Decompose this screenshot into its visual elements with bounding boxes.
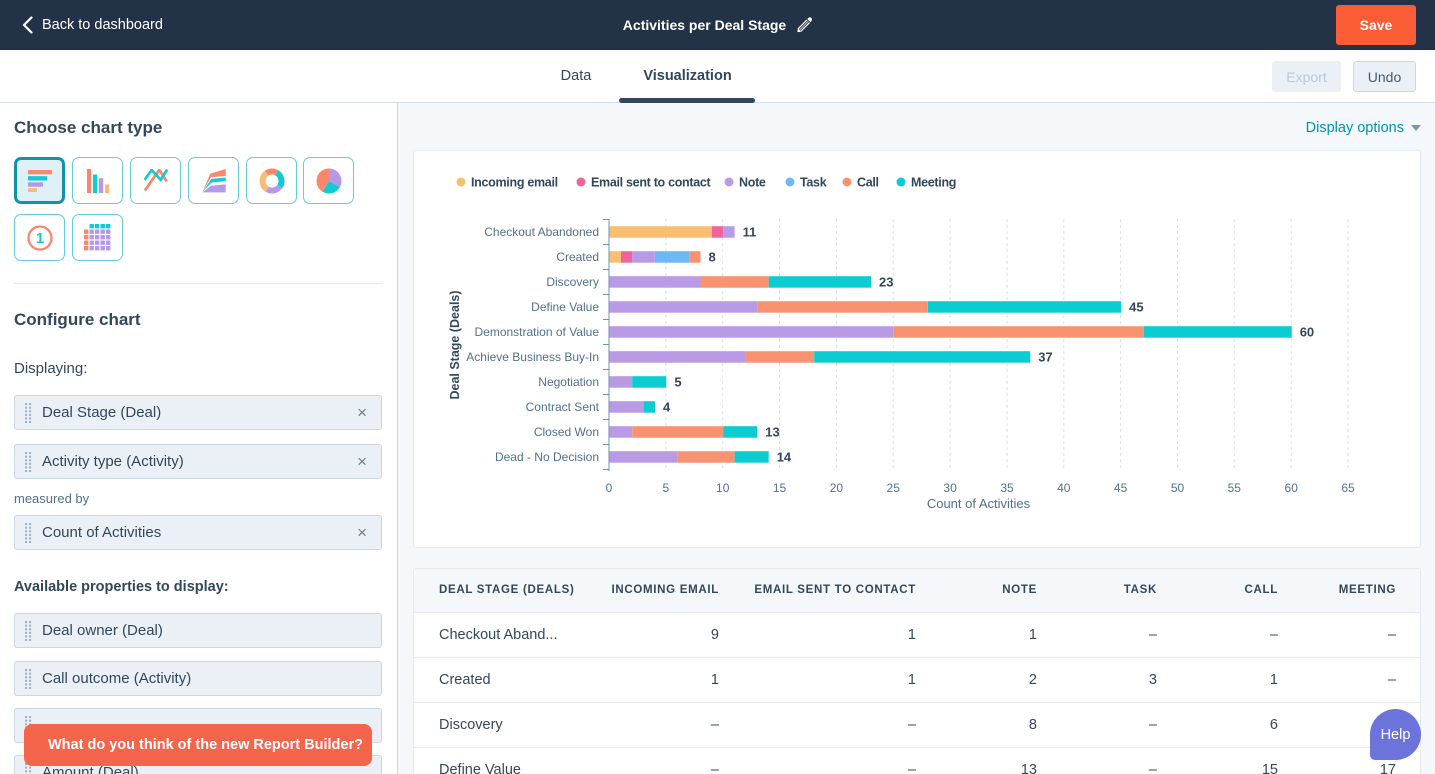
svg-text:Checkout Abandoned: Checkout Abandoned (484, 225, 599, 239)
svg-text:8: 8 (709, 250, 716, 265)
svg-text:60: 60 (1300, 325, 1314, 340)
svg-text:15: 15 (773, 481, 787, 495)
svg-text:10: 10 (716, 481, 730, 495)
svg-text:20: 20 (830, 481, 844, 495)
svg-text:Note: Note (739, 176, 766, 190)
svg-text:13: 13 (765, 425, 779, 440)
svg-text:45: 45 (1129, 300, 1143, 315)
svg-text:Discovery: Discovery (546, 275, 599, 289)
svg-text:Incoming email: Incoming email (471, 176, 558, 190)
svg-text:35: 35 (1000, 481, 1014, 495)
svg-text:11: 11 (743, 225, 757, 240)
svg-text:65: 65 (1341, 481, 1355, 495)
svg-text:Dead - No Decision: Dead - No Decision (495, 450, 599, 464)
svg-text:Define Value: Define Value (531, 300, 599, 314)
svg-text:Count of Activities: Count of Activities (927, 496, 1031, 511)
svg-text:Call: Call (857, 176, 879, 190)
svg-text:60: 60 (1285, 481, 1299, 495)
svg-text:40: 40 (1057, 481, 1071, 495)
svg-text:45: 45 (1114, 481, 1128, 495)
svg-text:Closed Won: Closed Won (534, 425, 599, 439)
svg-text:37: 37 (1038, 350, 1052, 365)
svg-text:Negotiation: Negotiation (538, 375, 599, 389)
svg-text:Contract Sent: Contract Sent (526, 400, 600, 414)
svg-text:Task: Task (800, 176, 827, 190)
svg-text:55: 55 (1228, 481, 1242, 495)
svg-text:0: 0 (606, 481, 613, 495)
svg-text:Meeting: Meeting (911, 176, 956, 190)
svg-text:25: 25 (887, 481, 901, 495)
svg-text:Created: Created (556, 250, 599, 264)
svg-text:Achieve Business Buy-In: Achieve Business Buy-In (466, 350, 599, 364)
svg-text:14: 14 (777, 450, 792, 465)
svg-text:5: 5 (674, 375, 681, 390)
svg-text:Email sent to contact: Email sent to contact (591, 176, 712, 190)
svg-text:30: 30 (943, 481, 957, 495)
svg-text:Demonstration of Value: Demonstration of Value (474, 325, 599, 339)
svg-text:50: 50 (1171, 481, 1185, 495)
svg-text:5: 5 (662, 481, 669, 495)
svg-text:23: 23 (879, 275, 893, 290)
svg-text:4: 4 (663, 400, 671, 415)
svg-text:Deal Stage (Deals): Deal Stage (Deals) (448, 290, 462, 399)
svg-text:1: 1 (35, 230, 43, 247)
